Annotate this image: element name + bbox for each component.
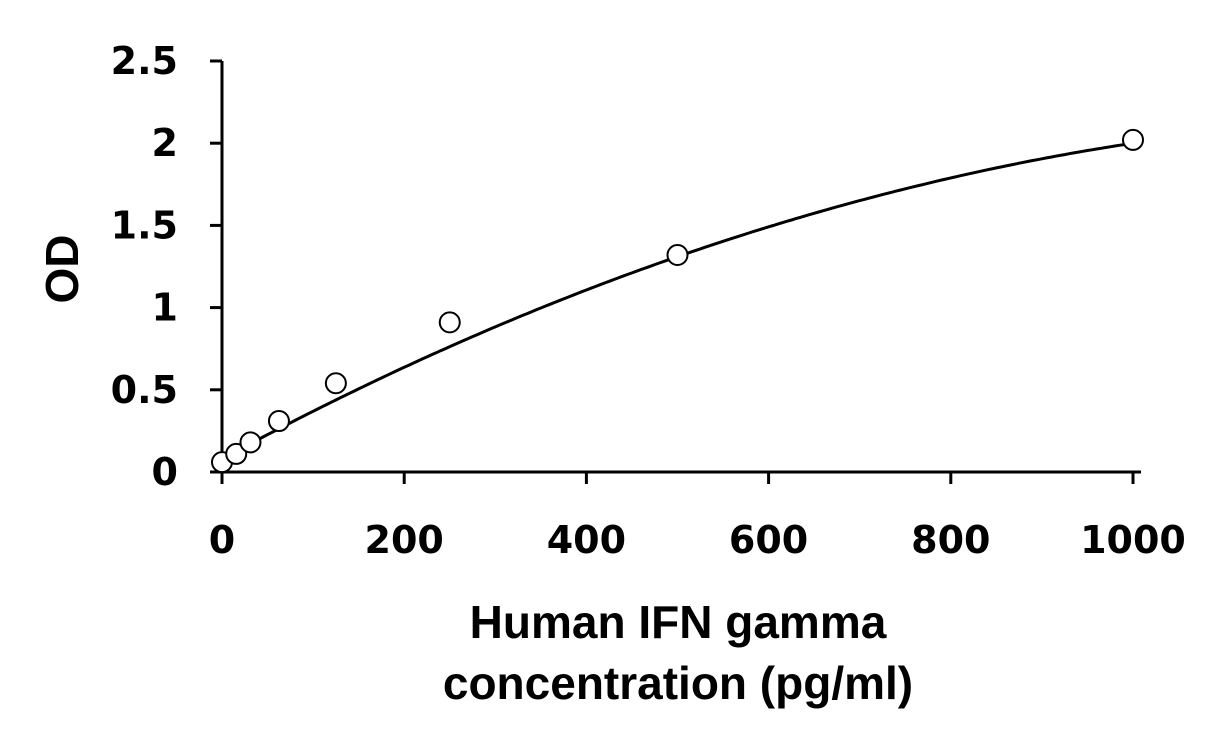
x-tick-label: 1000 (1080, 518, 1186, 562)
data-point (666, 243, 689, 266)
y-tick-label: 1 (152, 286, 178, 330)
data-point (239, 431, 262, 454)
y-tick-label: 0 (152, 450, 178, 494)
data-point (324, 372, 347, 395)
y-axis-label: OD (36, 235, 88, 304)
x-tick-label: 800 (911, 518, 990, 562)
x-axis: 0 200 400 600 800 1000 (209, 470, 1186, 562)
x-tick-label: 200 (365, 518, 444, 562)
x-axis-label-line-2: concentration (pg/ml) (443, 657, 913, 709)
y-tick-label: 0.5 (111, 368, 178, 412)
x-tick-label: 0 (209, 518, 235, 562)
x-axis-label-line-1: Human IFN gamma (470, 596, 887, 648)
x-tick-label: 400 (547, 518, 626, 562)
data-point (438, 311, 461, 334)
y-axis: 0 0.5 1 1.5 2 2.5 (111, 39, 224, 494)
y-tick-label: 1.5 (111, 203, 178, 247)
data-points (211, 128, 1144, 474)
x-tick-label: 600 (729, 518, 808, 562)
y-tick-label: 2.5 (111, 39, 178, 83)
data-point (267, 410, 290, 433)
y-tick-label: 2 (152, 121, 178, 165)
data-point (1122, 128, 1144, 151)
fit-curve (221, 141, 1134, 461)
data-point (225, 442, 248, 465)
